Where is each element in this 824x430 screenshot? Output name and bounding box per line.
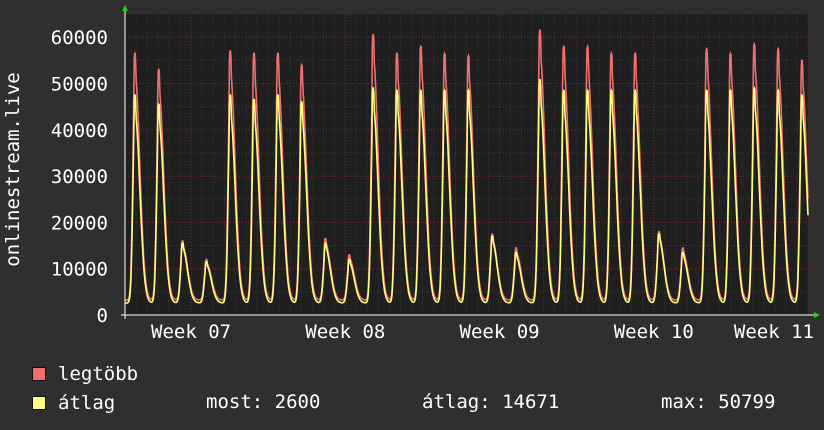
legend-label-avg: átlag (58, 392, 116, 414)
y-axis-arrow (122, 5, 128, 11)
legend-swatch-max (32, 367, 46, 381)
stat-maximum: max: 50799 (661, 391, 776, 413)
x-tick-label: Week 07 (151, 321, 231, 343)
x-tick-label: Week 11 (734, 321, 814, 343)
legend-item-max: legtöbb (32, 363, 139, 385)
legend-label-max: legtöbb (58, 363, 139, 385)
x-tick-label: Week 08 (305, 321, 385, 343)
y-tick-label: 20000 (51, 212, 108, 234)
y-tick-label: 0 (97, 305, 108, 327)
y-axis-title: onlinestream.live (2, 72, 24, 266)
x-tick-label: Week 09 (460, 321, 540, 343)
stat-average: átlag: 14671 (422, 391, 560, 413)
y-tick-label: 10000 (51, 259, 108, 281)
x-axis-arrow (814, 312, 820, 318)
x-tick-label: Week 10 (614, 321, 694, 343)
y-tick-label: 50000 (51, 73, 108, 95)
stat-current: most: 2600 (206, 391, 321, 413)
legend-swatch-avg (32, 396, 46, 410)
series-line-avg (125, 78, 809, 304)
y-tick-label: 40000 (51, 120, 108, 142)
y-tick-label: 30000 (51, 166, 108, 188)
legend-item-avg: átlag (32, 392, 116, 414)
y-tick-label: 60000 (51, 27, 108, 49)
